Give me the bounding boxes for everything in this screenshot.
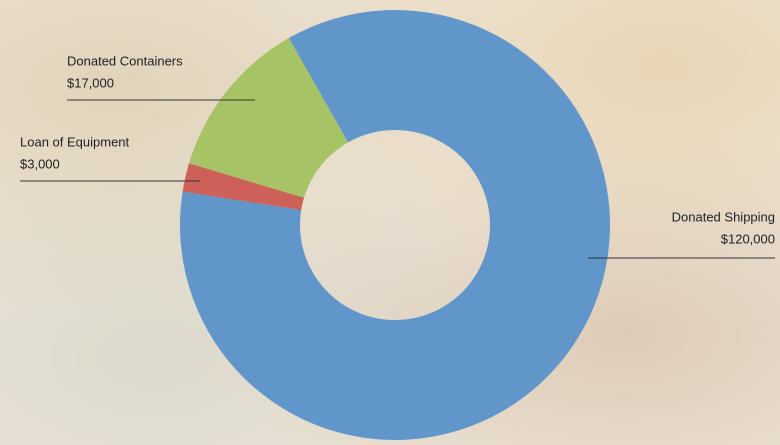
slice-value-label: $17,000 bbox=[67, 75, 114, 90]
donut-slice bbox=[180, 10, 611, 441]
slice-label: Donated Containers bbox=[67, 53, 183, 68]
donut-slice bbox=[189, 38, 349, 198]
slice-value-label: $120,000 bbox=[721, 231, 775, 246]
donut-slice bbox=[182, 163, 305, 211]
slice-label: Donated Shipping bbox=[672, 209, 775, 224]
slice-value-label: $3,000 bbox=[20, 156, 60, 171]
slice-label: Loan of Equipment bbox=[20, 134, 130, 149]
